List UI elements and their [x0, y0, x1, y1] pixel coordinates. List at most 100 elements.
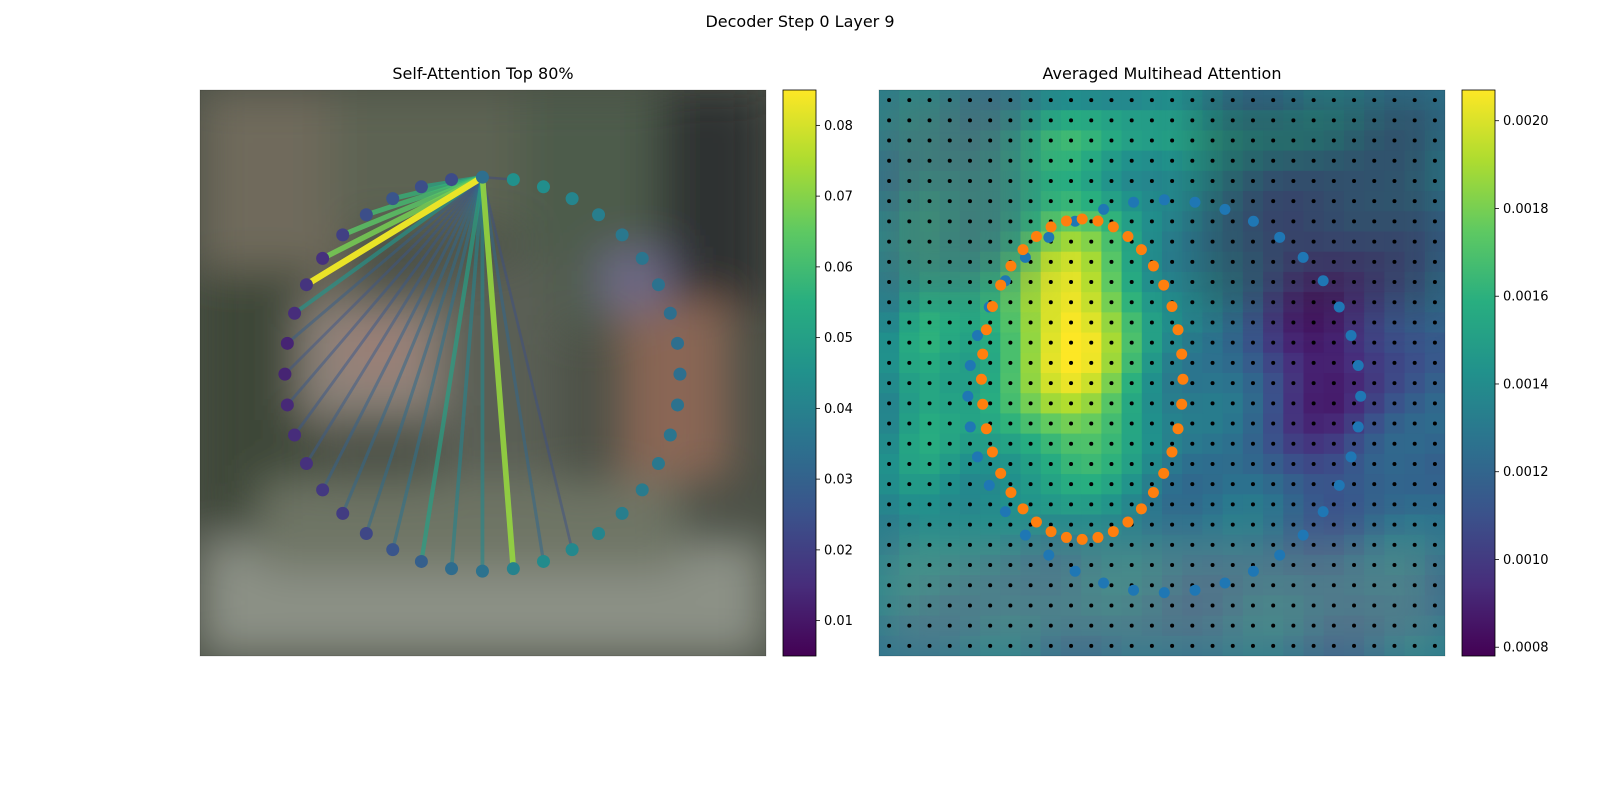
grid-point: [967, 623, 972, 628]
grid-point: [1311, 401, 1316, 406]
grid-point: [1392, 280, 1397, 285]
grid-point: [1170, 563, 1175, 568]
grid-point: [1048, 583, 1053, 588]
grid-point: [1331, 280, 1336, 285]
grid-point: [1048, 199, 1053, 204]
attention-link: [341, 175, 485, 516]
grid-point: [1432, 138, 1437, 143]
grid-point: [1190, 158, 1195, 163]
grid-point: [1149, 421, 1154, 426]
attention-links: [283, 173, 574, 574]
grid-point: [1028, 643, 1033, 648]
grid-point: [927, 461, 932, 466]
grid-point: [1412, 138, 1417, 143]
right-colorbar-ticks: 0.0008 0.0010 0.0012 0.0014 0.0016 0.0018 0.00…: [1495, 114, 1549, 656]
grid-point: [1028, 381, 1033, 386]
grid-point: [1008, 563, 1013, 568]
grid-point: [907, 199, 912, 204]
grid-point: [1271, 360, 1276, 365]
grid-point: [1291, 482, 1296, 487]
grid-point: [1008, 118, 1013, 123]
grid-point: [967, 603, 972, 608]
grid-point: [967, 502, 972, 507]
grid-point: [1069, 340, 1074, 345]
grid-point: [1432, 381, 1437, 386]
right-plot-frame: [878, 89, 1446, 657]
grid-point: [988, 199, 993, 204]
grid-point: [1271, 219, 1276, 224]
grid-point: [887, 300, 892, 305]
grid-point: [1190, 502, 1195, 507]
colorbar-tick-label: 0.0008: [1503, 641, 1549, 656]
grid-point: [1008, 300, 1013, 305]
grid-point: [1230, 623, 1235, 628]
grid-point: [947, 542, 952, 547]
grid-point: [1392, 219, 1397, 224]
grid-point: [1412, 461, 1417, 466]
blue-keypoint: [964, 421, 976, 433]
grid-point: [1250, 118, 1255, 123]
grid-point: [1412, 259, 1417, 264]
grid-point: [1271, 502, 1276, 507]
grid-point: [1352, 603, 1357, 608]
grid-point: [1149, 340, 1154, 345]
grid-point: [1230, 563, 1235, 568]
grid-point: [907, 461, 912, 466]
grid-point: [1311, 300, 1316, 305]
grid-point: [887, 482, 892, 487]
grid-point: [1291, 199, 1296, 204]
grid-point: [1089, 542, 1094, 547]
grid-point: [1412, 360, 1417, 365]
grid-point: [1210, 563, 1215, 568]
grid-point: [1170, 421, 1175, 426]
grid-point: [1170, 178, 1175, 183]
grid-point: [887, 441, 892, 446]
grid-point: [1412, 441, 1417, 446]
grid-point: [1129, 320, 1134, 325]
orange-keypoint: [1005, 486, 1017, 498]
grid-point: [1392, 320, 1397, 325]
grid-point: [1291, 340, 1296, 345]
grid-point: [1392, 381, 1397, 386]
colorbar-tick-label: 0.0014: [1503, 377, 1549, 392]
grid-point: [1230, 98, 1235, 103]
grid-point: [1149, 583, 1154, 588]
grid-point: [1089, 219, 1094, 224]
grid-point: [927, 603, 932, 608]
grid-point: [967, 118, 972, 123]
grid-point: [988, 461, 993, 466]
grid-point: [927, 158, 932, 163]
grid-point: [1170, 138, 1175, 143]
grid-point: [1372, 178, 1377, 183]
grid-point: [1149, 461, 1154, 466]
grid-point: [1129, 178, 1134, 183]
grid-point: [907, 643, 912, 648]
grid-point: [1008, 360, 1013, 365]
blue-keypoint: [1317, 275, 1329, 287]
grid-point: [1129, 502, 1134, 507]
grid-point: [1311, 320, 1316, 325]
grid-point: [1109, 482, 1114, 487]
grid-point: [1109, 401, 1114, 406]
grid-point: [1311, 178, 1316, 183]
grid-point: [887, 542, 892, 547]
grid-point: [1149, 300, 1154, 305]
grid-point: [1412, 219, 1417, 224]
grid-point: [1230, 542, 1235, 547]
grid-point: [1190, 603, 1195, 608]
grid-point: [1291, 623, 1296, 628]
grid-point: [1069, 643, 1074, 648]
grid-point: [927, 239, 932, 244]
grid-point: [887, 401, 892, 406]
grid-point: [1432, 360, 1437, 365]
grid-point: [1129, 219, 1134, 224]
grid-point: [1210, 623, 1215, 628]
grid-point: [1291, 563, 1296, 568]
attention-link: [285, 175, 484, 407]
grid-point: [1028, 461, 1033, 466]
grid-point: [1129, 461, 1134, 466]
grid-point: [1311, 441, 1316, 446]
grid-point: [1048, 603, 1053, 608]
keypoint-dot: [536, 180, 550, 194]
grid-point: [927, 563, 932, 568]
